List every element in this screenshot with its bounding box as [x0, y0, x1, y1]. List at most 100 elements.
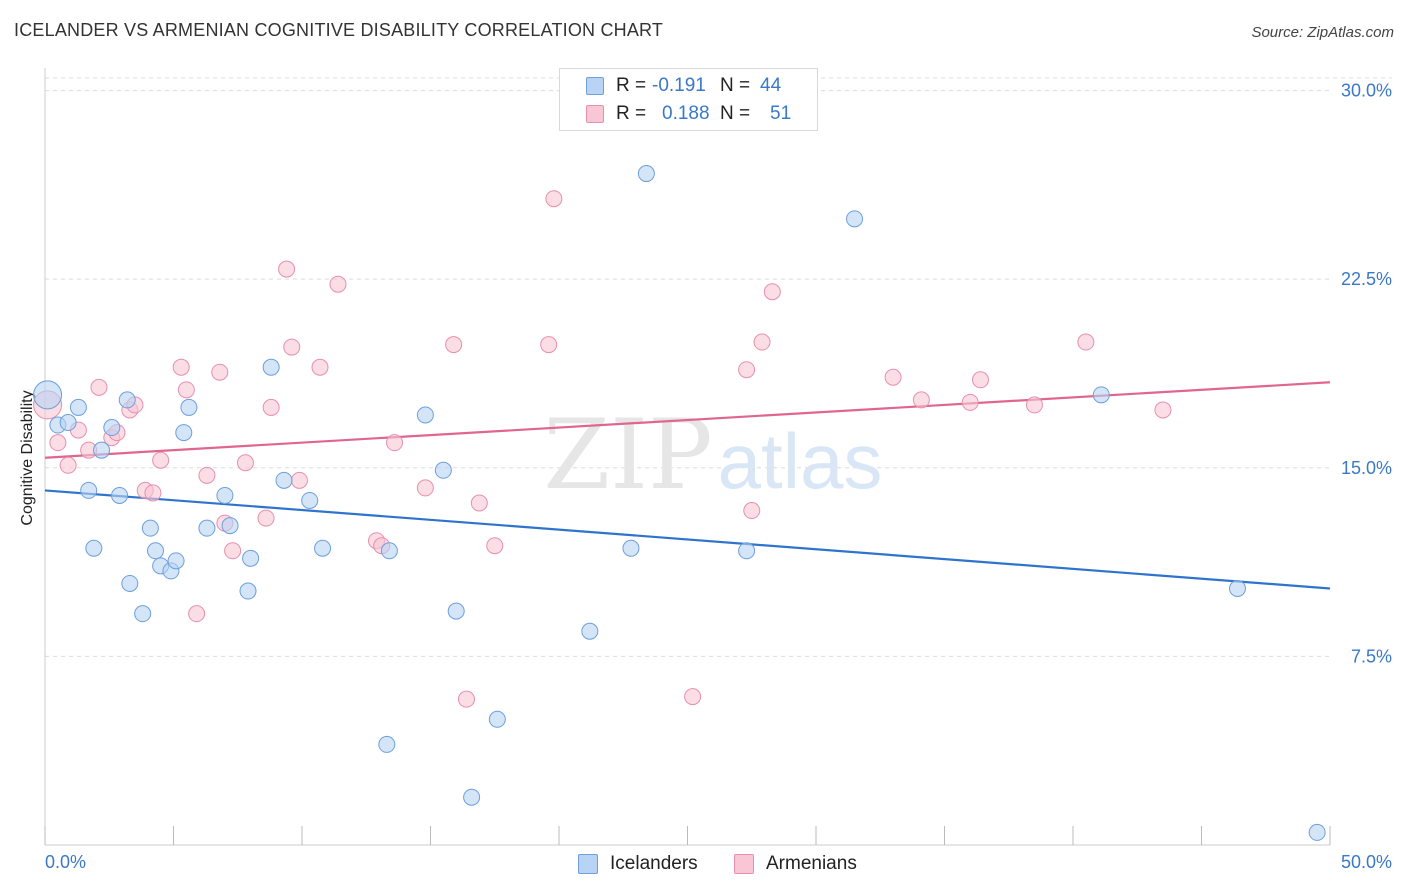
- legend-label: Icelanders: [610, 853, 698, 874]
- legend-row-icelanders: R = -0.191 N = 44: [586, 74, 781, 98]
- icelander-point: [216, 486, 234, 504]
- y-tick-label: 22.5%: [1341, 269, 1392, 289]
- gridlines: [45, 77, 1392, 657]
- legend-row-armenians: R = 0.188 N = 51: [586, 102, 791, 126]
- armenian-point: [283, 338, 301, 356]
- armenian-point: [753, 333, 771, 351]
- icelander-point: [846, 210, 864, 228]
- armenian-point: [59, 456, 77, 474]
- armenian-point: [971, 371, 989, 389]
- armenian-point: [743, 502, 761, 520]
- watermark: ZIP atlas: [543, 399, 882, 511]
- source-credit: Source: ZipAtlas.com: [1251, 24, 1394, 41]
- icelander-point: [434, 461, 452, 479]
- armenian-point: [545, 190, 563, 208]
- armenian-point: [90, 378, 108, 396]
- icelander-point: [447, 602, 465, 620]
- icelander-point: [1092, 386, 1110, 404]
- icelander-point: [198, 519, 216, 537]
- armenian-point: [49, 434, 67, 452]
- armenian-point: [211, 363, 229, 381]
- r-value: 0.188: [662, 103, 710, 124]
- icelander-point: [85, 539, 103, 557]
- armenian-point: [278, 260, 296, 278]
- icelander-point: [167, 552, 185, 570]
- axes: [44, 68, 1331, 846]
- armenian-point: [912, 391, 930, 409]
- tick-labels: 7.5% 15.0% 22.5% 30.0% 0.0% 50.0%: [45, 81, 1392, 872]
- icelander-point: [262, 358, 280, 376]
- icelanders-swatch: [586, 77, 604, 95]
- armenian-trend-line: [44, 381, 1331, 459]
- r-label: R =: [616, 103, 647, 124]
- icelander-point: [141, 519, 159, 537]
- icelander-point: [111, 486, 129, 504]
- icelander-point: [378, 735, 396, 753]
- icelander-point: [1228, 579, 1246, 597]
- icelander-point: [488, 710, 506, 728]
- legend-item-armenians[interactable]: Armenians: [734, 852, 857, 876]
- icelander-point: [121, 574, 139, 592]
- n-value: 51: [770, 103, 792, 124]
- icelander-point: [147, 542, 165, 560]
- armenians-swatch: [734, 854, 754, 874]
- r-value: -0.191: [652, 75, 706, 96]
- icelander-point: [301, 491, 319, 509]
- legend-label: Armenians: [766, 853, 857, 874]
- armenian-point: [262, 398, 280, 416]
- icelander-point: [622, 539, 640, 557]
- icelander-point: [80, 481, 98, 499]
- armenian-point: [486, 537, 504, 555]
- icelander-trend-line: [44, 489, 1331, 590]
- n-value: 44: [760, 75, 782, 96]
- watermark-atlas: atlas: [718, 417, 883, 505]
- armenian-point: [172, 358, 190, 376]
- icelander-point: [275, 471, 293, 489]
- armenian-point: [329, 275, 347, 293]
- armenian-point: [1025, 396, 1043, 414]
- armenian-point: [884, 368, 902, 386]
- armenian-point: [684, 688, 702, 706]
- icelander-point: [175, 424, 193, 442]
- armenian-point: [445, 336, 463, 354]
- n-label: N =: [720, 75, 751, 96]
- n-label: N =: [720, 103, 751, 124]
- armenian-point: [386, 434, 404, 452]
- armenian-point: [416, 479, 434, 497]
- y-tick-label: 15.0%: [1341, 458, 1392, 478]
- icelander-point: [93, 441, 111, 459]
- armenian-point: [257, 509, 275, 527]
- icelander-point: [33, 380, 63, 410]
- armenian-point: [177, 381, 195, 399]
- watermark-zip: ZIP: [543, 399, 712, 511]
- legend-item-icelanders[interactable]: Icelanders: [578, 852, 698, 876]
- armenian-point: [311, 358, 329, 376]
- armenian-point: [290, 471, 308, 489]
- r-label: R =: [616, 75, 647, 96]
- armenian-point: [152, 451, 170, 469]
- armenian-point: [144, 484, 162, 502]
- regression-lines: [44, 381, 1331, 590]
- icelander-point: [239, 582, 257, 600]
- armenian-point: [224, 542, 242, 560]
- data-points: [33, 165, 1326, 841]
- armenian-point: [470, 494, 488, 512]
- armenian-point: [457, 690, 475, 708]
- icelander-point: [463, 788, 481, 806]
- y-tick-label: 30.0%: [1341, 81, 1392, 101]
- chart-title: ICELANDER VS ARMENIAN COGNITIVE DISABILI…: [14, 20, 664, 40]
- icelander-point: [416, 406, 434, 424]
- icelanders-swatch: [578, 854, 598, 874]
- icelander-point: [69, 398, 87, 416]
- armenian-point: [188, 605, 206, 623]
- x-tick-label: 0.0%: [45, 852, 86, 872]
- x-tick-label: 50.0%: [1341, 852, 1392, 872]
- armenian-point: [1077, 333, 1095, 351]
- icelander-point: [221, 517, 239, 535]
- armenians-swatch: [586, 105, 604, 123]
- armenian-point: [763, 283, 781, 301]
- icelander-point: [134, 605, 152, 623]
- icelander-point: [242, 549, 260, 567]
- icelander-point: [59, 414, 77, 432]
